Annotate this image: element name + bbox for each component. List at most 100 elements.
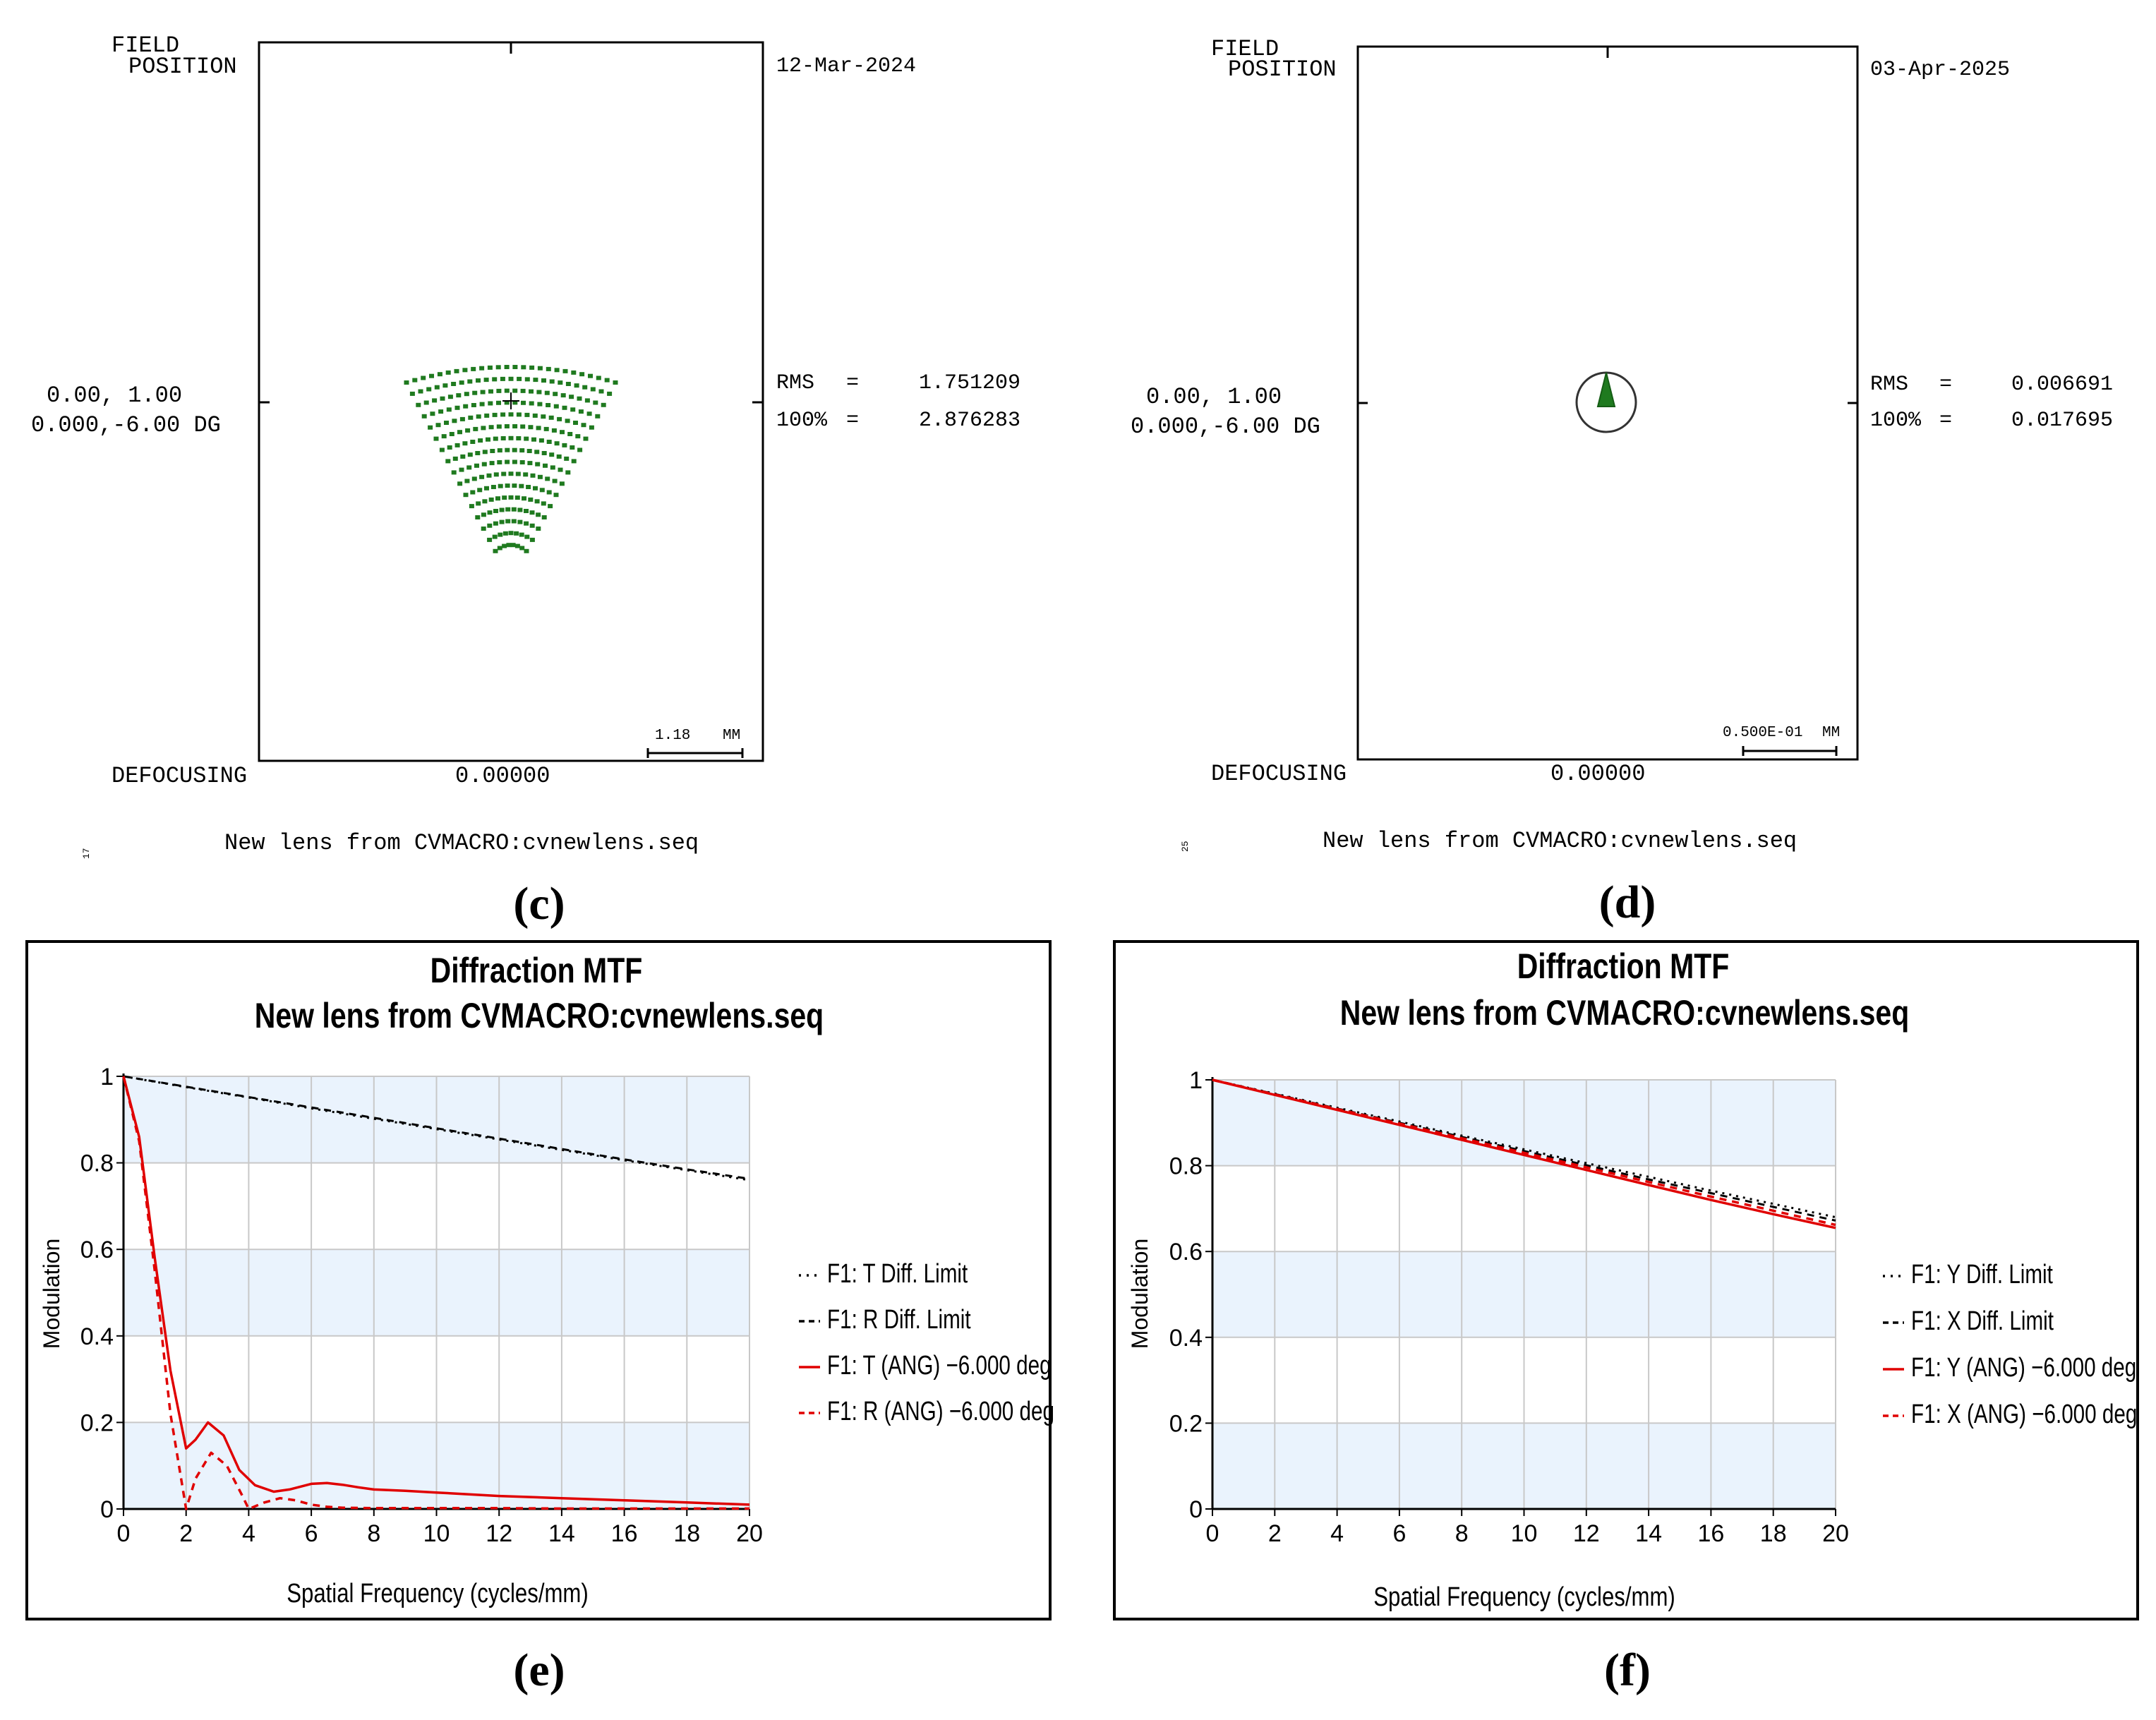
spot-ray-point (482, 450, 488, 455)
spot-ray-point (519, 448, 525, 453)
spot-ray-point (481, 426, 486, 431)
field-value-c-1: 0.00, 1.00 (47, 383, 182, 409)
spot-ray-point (508, 376, 514, 381)
legend-label-2: F1: R Diff. Limit (827, 1305, 971, 1335)
footer-c: New lens from CVMACRO:cvnewlens.seq (224, 830, 699, 856)
spot-ray-point (560, 430, 565, 435)
spot-ray-point (445, 370, 451, 375)
spot-ray-point (534, 450, 540, 455)
spot-ray-point (548, 504, 553, 509)
field-value-d-2: 0.000,-6.00 DG (1131, 414, 1320, 440)
spot-ray-point (428, 425, 433, 430)
spot-ray-point (476, 414, 481, 419)
pct-value-c: 2.876283 (919, 409, 1020, 433)
spot-ray-point (549, 379, 555, 384)
x-tick-label: 18 (1760, 1520, 1787, 1547)
spot-ray-point (537, 366, 543, 371)
pct-eq-d: = (1939, 409, 1952, 433)
spot-ray-point (539, 488, 545, 493)
legend-label-4: F1: X (ANG) −6.000 deg (1911, 1400, 2137, 1429)
spot-ray-point (499, 507, 505, 512)
spot-ray-point (490, 485, 496, 489)
spot-ray-point (409, 391, 415, 396)
spot-ray-point (488, 497, 494, 502)
chart-title-e: Diffraction MTF (430, 951, 643, 990)
spot-ray-point (517, 519, 523, 524)
spot-ray-point (456, 393, 462, 398)
spot-ray-point (496, 400, 501, 405)
spot-ray-point (575, 434, 581, 439)
spot-ray-point (535, 462, 541, 467)
chart-subtitle-f: New lens from CVMACRO:cvnewlens.seq (1340, 993, 1909, 1033)
spot-pattern-c (404, 365, 618, 553)
spot-ray-point (528, 425, 534, 430)
spot-ray-point (548, 415, 554, 420)
spot-ray-point (486, 437, 490, 442)
spot-ray-point (554, 441, 560, 446)
spot-ray-point (607, 391, 613, 396)
spot-ray-point (498, 483, 503, 488)
series-line-2 (123, 1075, 750, 1180)
pct-label-d: 100% (1870, 409, 1922, 433)
spot-ray-point (508, 495, 514, 500)
x-tick-label: 12 (486, 1520, 512, 1547)
spot-ray-point (504, 424, 510, 428)
spot-ray-point (437, 372, 442, 377)
spot-ray-point (476, 501, 481, 506)
caption-c: (c) (513, 878, 565, 930)
x-tick-label: 6 (1392, 1520, 1406, 1547)
spot-ray-point (504, 365, 510, 369)
spot-ray-point (440, 396, 445, 401)
legend-label-3: F1: Y (ANG) −6.000 deg (1911, 1353, 2136, 1383)
spot-ray-point (432, 398, 438, 403)
plot-area-f: 0 2 4 6 8 10 12 14 16 18 20 0 0.2 0.4 0.6 0.8 1 (1169, 1067, 1849, 1547)
spot-ray-point (471, 403, 476, 407)
spot-ray-point (538, 438, 544, 443)
spot-ray-point (536, 512, 541, 517)
spot-ray-point (505, 507, 511, 512)
spot-ray-point (590, 387, 596, 392)
caption-e: (e) (513, 1644, 565, 1696)
footer-d: New lens from CVMACRO:cvnewlens.seq (1323, 828, 1797, 854)
spot-ray-point (567, 432, 573, 436)
spot-ray-point (512, 483, 517, 488)
spot-ray-point (564, 456, 570, 461)
spot-ray-point (541, 501, 546, 506)
spot-ray-point (467, 452, 473, 457)
spot-ray-point (489, 461, 495, 466)
spot-ray-point (457, 481, 463, 486)
x-tick-label: 4 (242, 1520, 255, 1547)
spot-ray-point (524, 509, 529, 513)
spot-ray-point (484, 486, 489, 491)
spot-ray-point (493, 509, 498, 513)
spot-ray-point (536, 390, 542, 395)
series-line-4 (1212, 1078, 1836, 1227)
plot-area-e: 0 2 4 6 8 10 12 14 16 18 20 0 0.2 0.4 0.6 0.8 1 (80, 1064, 763, 1547)
spot-ray-point (541, 515, 547, 519)
spot-ray-point (433, 436, 439, 441)
y-axis-label-e: Modulation (39, 1239, 64, 1349)
x-tick-label: 18 (673, 1520, 700, 1547)
spot-ray-point (604, 378, 610, 383)
spot-ray-point (519, 483, 524, 488)
spot-ray-point (511, 519, 517, 524)
spot-ray-point (462, 441, 468, 446)
spot-ray-point (524, 377, 530, 382)
x-tick-label: 0 (1206, 1520, 1219, 1547)
spot-ray-point (562, 405, 567, 410)
spot-ray-point (512, 400, 518, 405)
spot-ray-point (541, 414, 546, 419)
spot-ray-point (571, 370, 577, 375)
spot-ray-point (512, 447, 517, 452)
spot-ray-point (445, 459, 451, 464)
spot-ray-point (514, 543, 520, 548)
legend-label-1: F1: T Diff. Limit (827, 1259, 968, 1289)
spot-ray-point (520, 424, 526, 429)
spot-ray-point (457, 430, 462, 435)
spot-ray-point (515, 471, 521, 476)
pct-eq-c: = (846, 409, 859, 433)
spot-ray-point (446, 407, 452, 412)
spot-ray-point (573, 421, 578, 425)
x-tick-label: 2 (179, 1520, 193, 1547)
scale-value-c: 1.18 (655, 728, 690, 744)
